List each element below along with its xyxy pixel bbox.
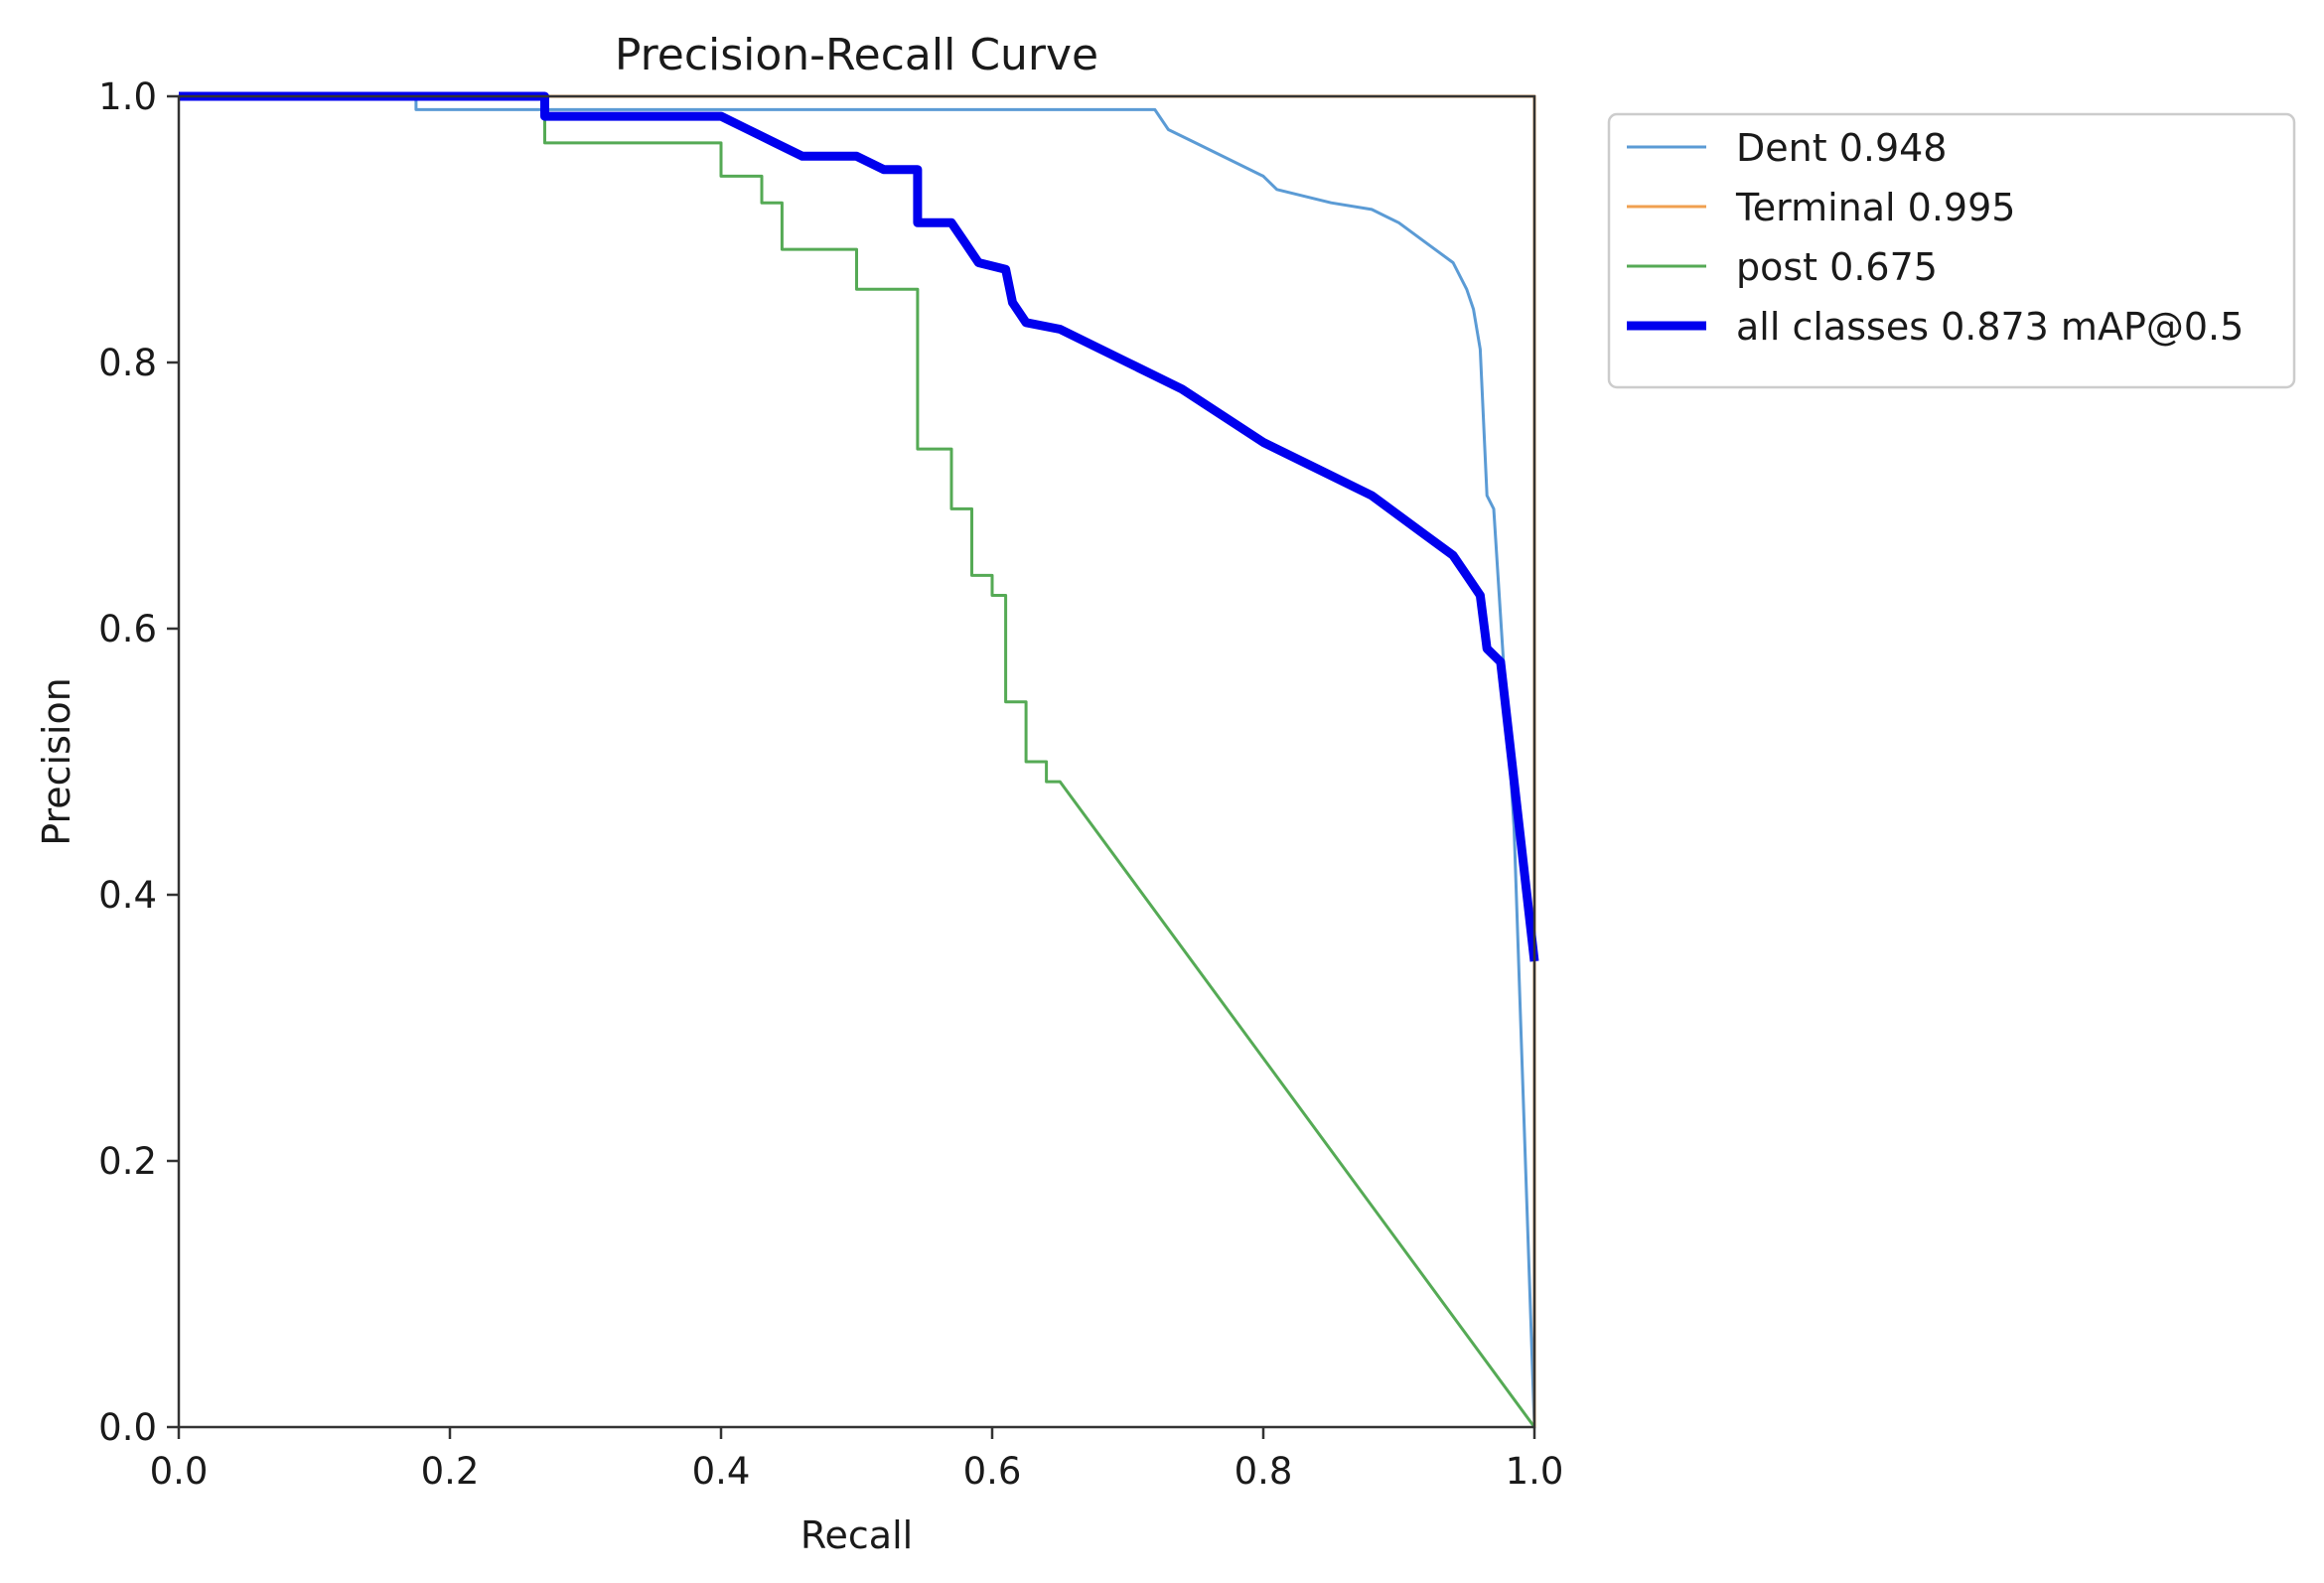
- legend: Dent 0.948 Terminal 0.995 post 0.675 all cl…: [1607, 112, 2296, 389]
- x-tick-label: 0.8: [1235, 1450, 1293, 1493]
- x-tick-label: 0.0: [150, 1450, 209, 1493]
- y-tick-label: 0.4: [98, 874, 157, 917]
- axes: [177, 94, 1536, 1429]
- y-axis-label: Precision: [35, 677, 78, 846]
- legend-label-1: Dent 0.948: [1736, 126, 1948, 170]
- axes-frame: [177, 94, 1536, 1429]
- x-tick-label: 0.4: [692, 1450, 751, 1493]
- y-tick-label: 0.6: [98, 608, 157, 650]
- y-tick-label: 1.0: [98, 75, 157, 118]
- y-tick-label: 0.2: [98, 1140, 157, 1183]
- x-tick-label: 0.2: [421, 1450, 480, 1493]
- x-tick-label: 1.0: [1506, 1450, 1564, 1493]
- legend-label-3: post 0.675: [1736, 245, 1938, 289]
- axis-ticks: 0.0 0.2 0.4 0.6 0.8 1.0 0.0 0.2 0.4 0.6 0.8 1.0: [98, 75, 1563, 1493]
- series-line-1: [179, 94, 1536, 1428]
- x-tick-label: 0.6: [963, 1450, 1022, 1493]
- y-tick-label: 0.8: [98, 342, 157, 384]
- legend-box: [1607, 112, 2296, 389]
- plot-area: [179, 96, 1534, 1427]
- chart-title: Precision-Recall Curve: [615, 30, 1098, 80]
- y-tick-label: 0.0: [98, 1406, 157, 1449]
- legend-label-2: Terminal 0.995: [1735, 186, 2015, 229]
- legend-label-4: all classes 0.873 mAP@0.5: [1736, 305, 2244, 349]
- series-line-3: [179, 94, 1536, 1428]
- plot-background: [179, 96, 1534, 1427]
- x-axis-label: Recall: [800, 1513, 913, 1557]
- series-line-4: [179, 91, 1539, 962]
